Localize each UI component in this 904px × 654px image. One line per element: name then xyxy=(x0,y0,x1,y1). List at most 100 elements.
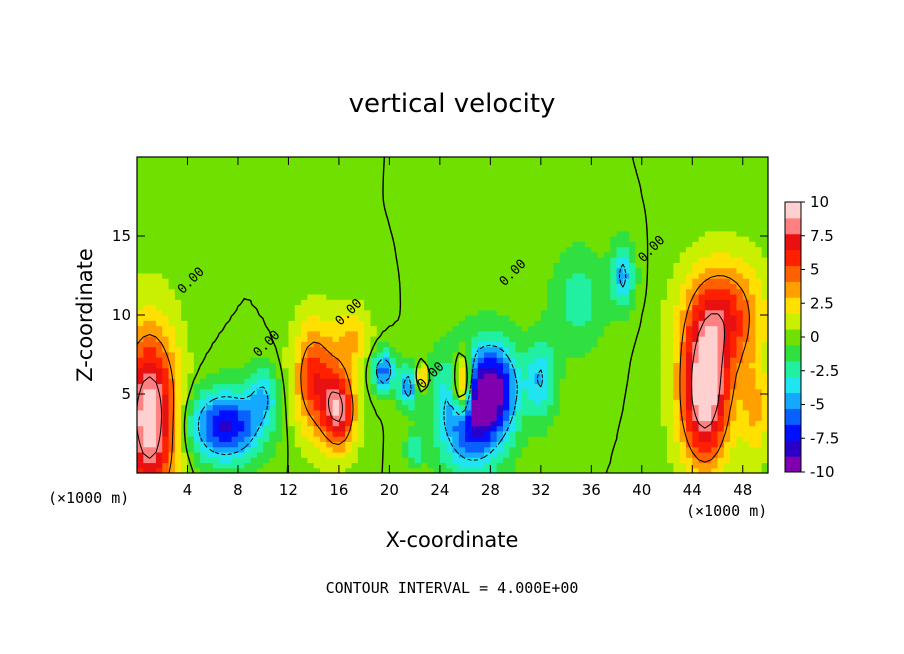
heat-cell xyxy=(578,220,586,227)
heat-cell xyxy=(698,462,706,469)
heat-cell xyxy=(200,309,208,316)
heat-cell xyxy=(345,288,353,295)
heat-cell xyxy=(679,209,687,216)
heat-cell xyxy=(641,409,649,416)
heat-cell xyxy=(742,214,750,221)
heat-cell xyxy=(685,378,693,385)
heat-cell xyxy=(288,415,296,421)
heat-cell xyxy=(351,320,359,327)
heat-cell xyxy=(509,236,517,242)
heat-cell xyxy=(250,283,258,290)
heat-cell xyxy=(679,467,687,473)
heat-cell xyxy=(547,315,555,321)
heat-cell xyxy=(168,383,176,390)
heat-cell xyxy=(515,278,523,284)
heat-cell xyxy=(553,272,561,279)
heat-cell xyxy=(137,451,144,458)
heat-cell xyxy=(219,409,226,416)
heat-cell xyxy=(338,278,346,284)
heat-cell xyxy=(553,399,561,406)
heat-cell xyxy=(566,325,573,332)
heat-cell xyxy=(219,441,226,448)
heat-cell xyxy=(338,341,346,348)
heat-cell xyxy=(168,330,176,337)
heat-cell xyxy=(389,341,397,348)
heat-cell xyxy=(458,451,466,458)
heat-cell xyxy=(200,241,208,248)
heat-cell xyxy=(237,330,245,337)
heat-cell xyxy=(761,325,768,332)
heat-cell xyxy=(761,309,768,316)
heat-cell xyxy=(502,336,510,342)
heat-cell xyxy=(143,320,151,327)
heat-cell xyxy=(704,425,712,432)
heat-cell xyxy=(219,241,226,248)
heat-cell xyxy=(332,362,340,369)
heat-cell xyxy=(357,309,365,316)
heat-cell xyxy=(212,425,220,432)
heat-cell xyxy=(427,272,435,279)
heat-cell xyxy=(452,283,460,290)
heat-cell xyxy=(566,293,573,300)
heat-cell xyxy=(149,283,157,290)
heat-cell xyxy=(446,404,454,411)
heat-cell xyxy=(585,367,592,374)
heat-cell xyxy=(717,399,725,406)
heat-cell xyxy=(452,299,460,306)
heat-cell xyxy=(174,383,182,390)
heat-cell xyxy=(263,372,271,379)
heat-cell xyxy=(547,293,555,300)
heat-cell xyxy=(269,236,277,242)
heat-cell xyxy=(383,399,390,406)
heat-cell xyxy=(540,267,548,274)
heat-cell xyxy=(679,336,687,342)
heat-cell xyxy=(389,372,397,379)
heat-cell xyxy=(603,351,611,358)
heat-cell xyxy=(256,299,264,306)
heat-cell xyxy=(326,299,334,306)
heat-cell xyxy=(219,230,226,237)
heat-cell xyxy=(193,446,201,453)
heat-cell xyxy=(692,451,700,458)
heat-cell xyxy=(446,251,454,258)
heat-cell xyxy=(761,230,768,237)
heat-cell xyxy=(641,336,649,342)
heat-cell xyxy=(162,209,170,216)
heat-cell xyxy=(742,225,750,232)
heat-cell xyxy=(370,420,378,427)
heat-cell xyxy=(225,288,233,295)
heat-cell xyxy=(420,214,428,221)
heat-cell xyxy=(622,425,630,432)
heat-cell xyxy=(673,425,681,432)
heat-cell xyxy=(622,372,630,379)
heat-cell xyxy=(256,315,264,321)
heat-cell xyxy=(654,409,662,416)
heat-cell xyxy=(149,462,157,469)
heat-cell xyxy=(370,415,378,421)
heat-cell xyxy=(540,299,548,306)
heat-cell xyxy=(244,209,252,216)
heat-cell xyxy=(685,267,693,274)
heat-cell xyxy=(389,362,397,369)
heat-cell xyxy=(433,425,441,432)
heat-cell xyxy=(357,320,365,327)
heat-cell xyxy=(414,451,422,458)
heat-cell xyxy=(540,346,548,353)
heat-cell xyxy=(439,399,447,406)
heat-cell xyxy=(711,304,719,311)
heat-cell xyxy=(723,362,731,369)
heat-cell xyxy=(212,267,220,274)
heat-cell xyxy=(187,230,195,237)
heat-cell xyxy=(692,420,700,427)
heat-cell xyxy=(515,420,523,427)
heat-cell xyxy=(433,404,441,411)
heat-cell xyxy=(187,320,195,327)
heat-cell xyxy=(319,309,327,316)
heat-cell xyxy=(174,420,182,427)
heat-cell xyxy=(269,304,277,311)
heat-cell xyxy=(231,420,239,427)
heat-cell xyxy=(256,409,264,416)
heat-cell xyxy=(212,288,220,295)
heat-cell xyxy=(679,462,687,469)
heat-cell xyxy=(433,346,441,353)
